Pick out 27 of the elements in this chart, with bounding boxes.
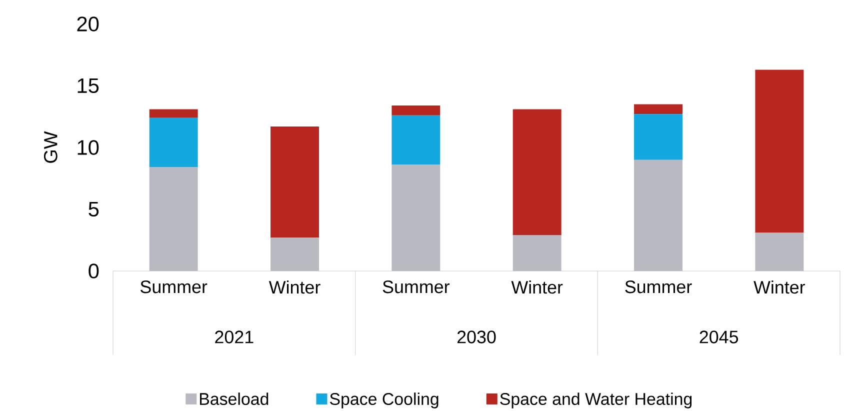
y-tick-label: 0 xyxy=(88,264,99,278)
bar xyxy=(270,126,319,238)
bar xyxy=(512,109,562,236)
y-axis-title: GW xyxy=(44,131,58,163)
text: 2021 xyxy=(215,330,254,344)
x-tick-label: Summer xyxy=(140,280,208,294)
y-tick-label: 15 xyxy=(78,78,99,94)
legend-label: Baseload xyxy=(200,392,268,406)
text: 2045 xyxy=(700,330,738,344)
x-tick-label: Summer xyxy=(382,280,450,294)
bar xyxy=(149,118,198,168)
x-tick-label: Winter xyxy=(268,280,320,294)
text: 2030 xyxy=(457,330,496,344)
x-tick-label: Winter xyxy=(511,280,563,294)
bar xyxy=(392,106,440,116)
bar xyxy=(392,115,440,165)
bar xyxy=(634,104,682,114)
legend-label: Space Cooling xyxy=(330,392,438,408)
y-tick-label: 20 xyxy=(77,16,99,32)
y-tick-label: 10 xyxy=(78,140,99,155)
legend-label: Space and Water Heating xyxy=(500,392,692,408)
x-tick-label: Winter xyxy=(754,280,806,294)
x-tick-label: Summer xyxy=(625,280,692,294)
bar xyxy=(634,114,682,160)
y-tick-label: 5 xyxy=(88,202,99,217)
bar xyxy=(755,70,804,233)
bar xyxy=(149,109,198,118)
